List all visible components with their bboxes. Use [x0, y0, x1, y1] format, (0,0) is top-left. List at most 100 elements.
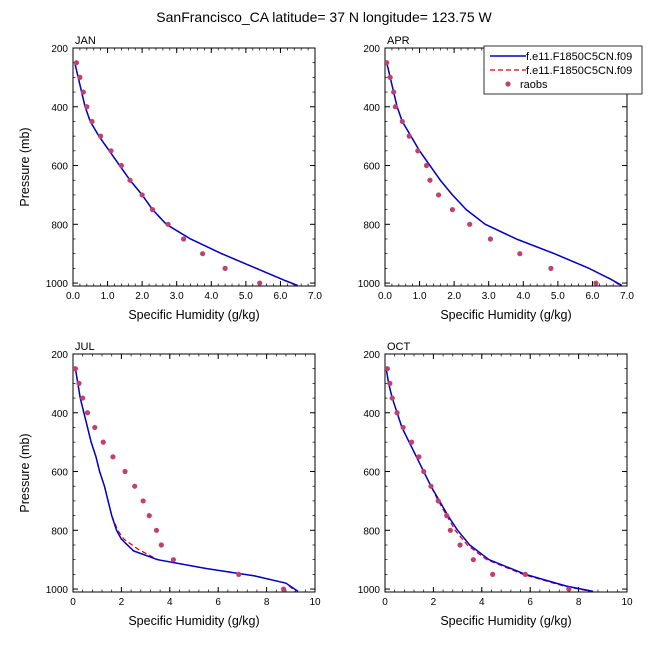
x-tick-label: 8	[264, 597, 270, 608]
y-axis-title: Pressure (mb)	[18, 433, 32, 512]
y-tick-label: 400	[51, 409, 68, 420]
x-tick-label: 5.0	[551, 291, 565, 302]
raobs-point	[153, 527, 160, 533]
raobs-point	[416, 454, 422, 460]
x-tick-label: 6	[527, 597, 533, 608]
series-group	[385, 366, 594, 592]
panel-label: JUL	[75, 341, 95, 353]
y-tick-label: 800	[51, 526, 68, 537]
model-line-dashed	[385, 368, 591, 592]
x-tick-label: 7.0	[308, 291, 322, 302]
model-line-dashed	[74, 62, 297, 286]
y-tick-label: 400	[51, 103, 68, 114]
x-tick-label: 2.0	[135, 291, 149, 302]
series-group	[385, 60, 623, 286]
y-tick-label: 600	[363, 468, 380, 479]
y-tick-label: 200	[363, 350, 380, 361]
x-tick-label: 6.0	[585, 291, 599, 302]
raobs-point	[280, 586, 287, 592]
legend-label: f.e11.F1850C5CN.f09	[526, 51, 632, 63]
raobs-point	[73, 366, 79, 372]
raobs-point	[444, 513, 450, 519]
model-line-solid	[385, 368, 594, 592]
raobs-point	[98, 133, 104, 139]
model-line-dashed	[74, 368, 297, 592]
y-tick-label: 200	[51, 44, 68, 55]
raobs-point	[406, 133, 412, 139]
panels: JAN 0.0 1.0 2.0 3.0 4.0 5.0 6.0 7.0 200 400 600 800 1…	[18, 35, 634, 628]
raobs-point	[470, 557, 476, 563]
raobs-point	[400, 424, 406, 431]
x-tick-label: 2	[119, 597, 125, 608]
raobs-point	[517, 251, 523, 257]
y-tick-label: 800	[363, 526, 380, 537]
x-tick-label: 4.0	[516, 291, 530, 302]
raobs-point	[399, 118, 405, 125]
raobs-point	[392, 104, 398, 110]
raobs-point	[80, 89, 86, 95]
raobs-point	[421, 468, 427, 475]
y-tick-label: 200	[51, 350, 68, 361]
raobs-point	[140, 498, 146, 504]
series-group	[73, 60, 298, 286]
y-tick-label: 1000	[358, 585, 381, 596]
raobs-point	[108, 148, 114, 154]
series-group	[73, 366, 299, 592]
raobs-point	[467, 221, 473, 227]
panel-oct: OCT 0 2 4 6 8 10 200 400 600 800 1000 Specific Humid…	[358, 341, 633, 628]
model-line-solid	[385, 62, 623, 286]
raobs-point	[118, 162, 124, 169]
panel-jul: JUL 0 2 4 6 8 10 200 400 600 800 1000 Specific Humid…	[18, 341, 321, 628]
legend-label: f.e11.F1850C5CN.f09	[526, 65, 632, 77]
raobs-point	[80, 395, 86, 401]
x-tick-label: 3.0	[482, 291, 496, 302]
raobs-point	[593, 280, 599, 286]
x-tick-label: 4	[479, 597, 485, 608]
legend: f.e11.F1850C5CN.f09 f.e11.F1850C5CN.f09 ra…	[483, 45, 643, 95]
x-tick-label: 5.0	[239, 291, 253, 302]
y-tick-label: 600	[51, 468, 68, 479]
raobs-point	[566, 586, 572, 592]
model-line-dashed	[386, 62, 621, 286]
raobs-point	[84, 410, 91, 416]
model-line-solid	[74, 368, 299, 592]
raobs-point	[548, 265, 554, 271]
plot-frame	[72, 47, 316, 287]
panel-label: JAN	[75, 35, 96, 47]
x-tick-label: 0.0	[66, 291, 80, 302]
raobs-point	[447, 527, 453, 533]
raobs-point	[181, 236, 187, 242]
raobs-point	[490, 571, 496, 577]
raobs-point	[394, 410, 400, 416]
raobs-point	[457, 542, 463, 548]
raobs-point	[89, 118, 95, 125]
raobs-point	[427, 177, 433, 183]
x-tick-label: 10	[309, 597, 321, 608]
raobs-point	[165, 221, 171, 227]
x-tick-label: 8	[576, 597, 582, 608]
x-tick-label: 2	[431, 597, 437, 608]
raobs-point	[428, 483, 434, 489]
x-tick-label: 4	[167, 597, 173, 608]
raobs-point	[423, 162, 430, 169]
legend-marker-raobs	[505, 81, 511, 87]
plot-frame	[72, 353, 316, 593]
y-tick-label: 1000	[46, 585, 69, 596]
panel-label: APR	[387, 35, 410, 47]
raobs-point	[92, 424, 98, 431]
x-tick-label: 0	[70, 597, 76, 608]
x-tick-label: 3.0	[170, 291, 184, 302]
raobs-point	[409, 439, 415, 445]
x-axis-title: Specific Humidity (g/kg)	[440, 614, 571, 628]
raobs-point	[84, 104, 90, 110]
panel-jan: JAN 0.0 1.0 2.0 3.0 4.0 5.0 6.0 7.0 200 400 600 800 1…	[18, 35, 322, 322]
raobs-point	[132, 483, 138, 489]
raobs-point	[387, 380, 393, 386]
x-tick-label: 1.0	[101, 291, 115, 302]
raobs-point	[139, 192, 145, 198]
x-tick-label: 10	[621, 597, 633, 608]
x-tick-label: 6	[215, 597, 221, 608]
x-axis-title: Specific Humidity (g/kg)	[440, 308, 571, 322]
legend-label: raobs	[520, 79, 548, 91]
